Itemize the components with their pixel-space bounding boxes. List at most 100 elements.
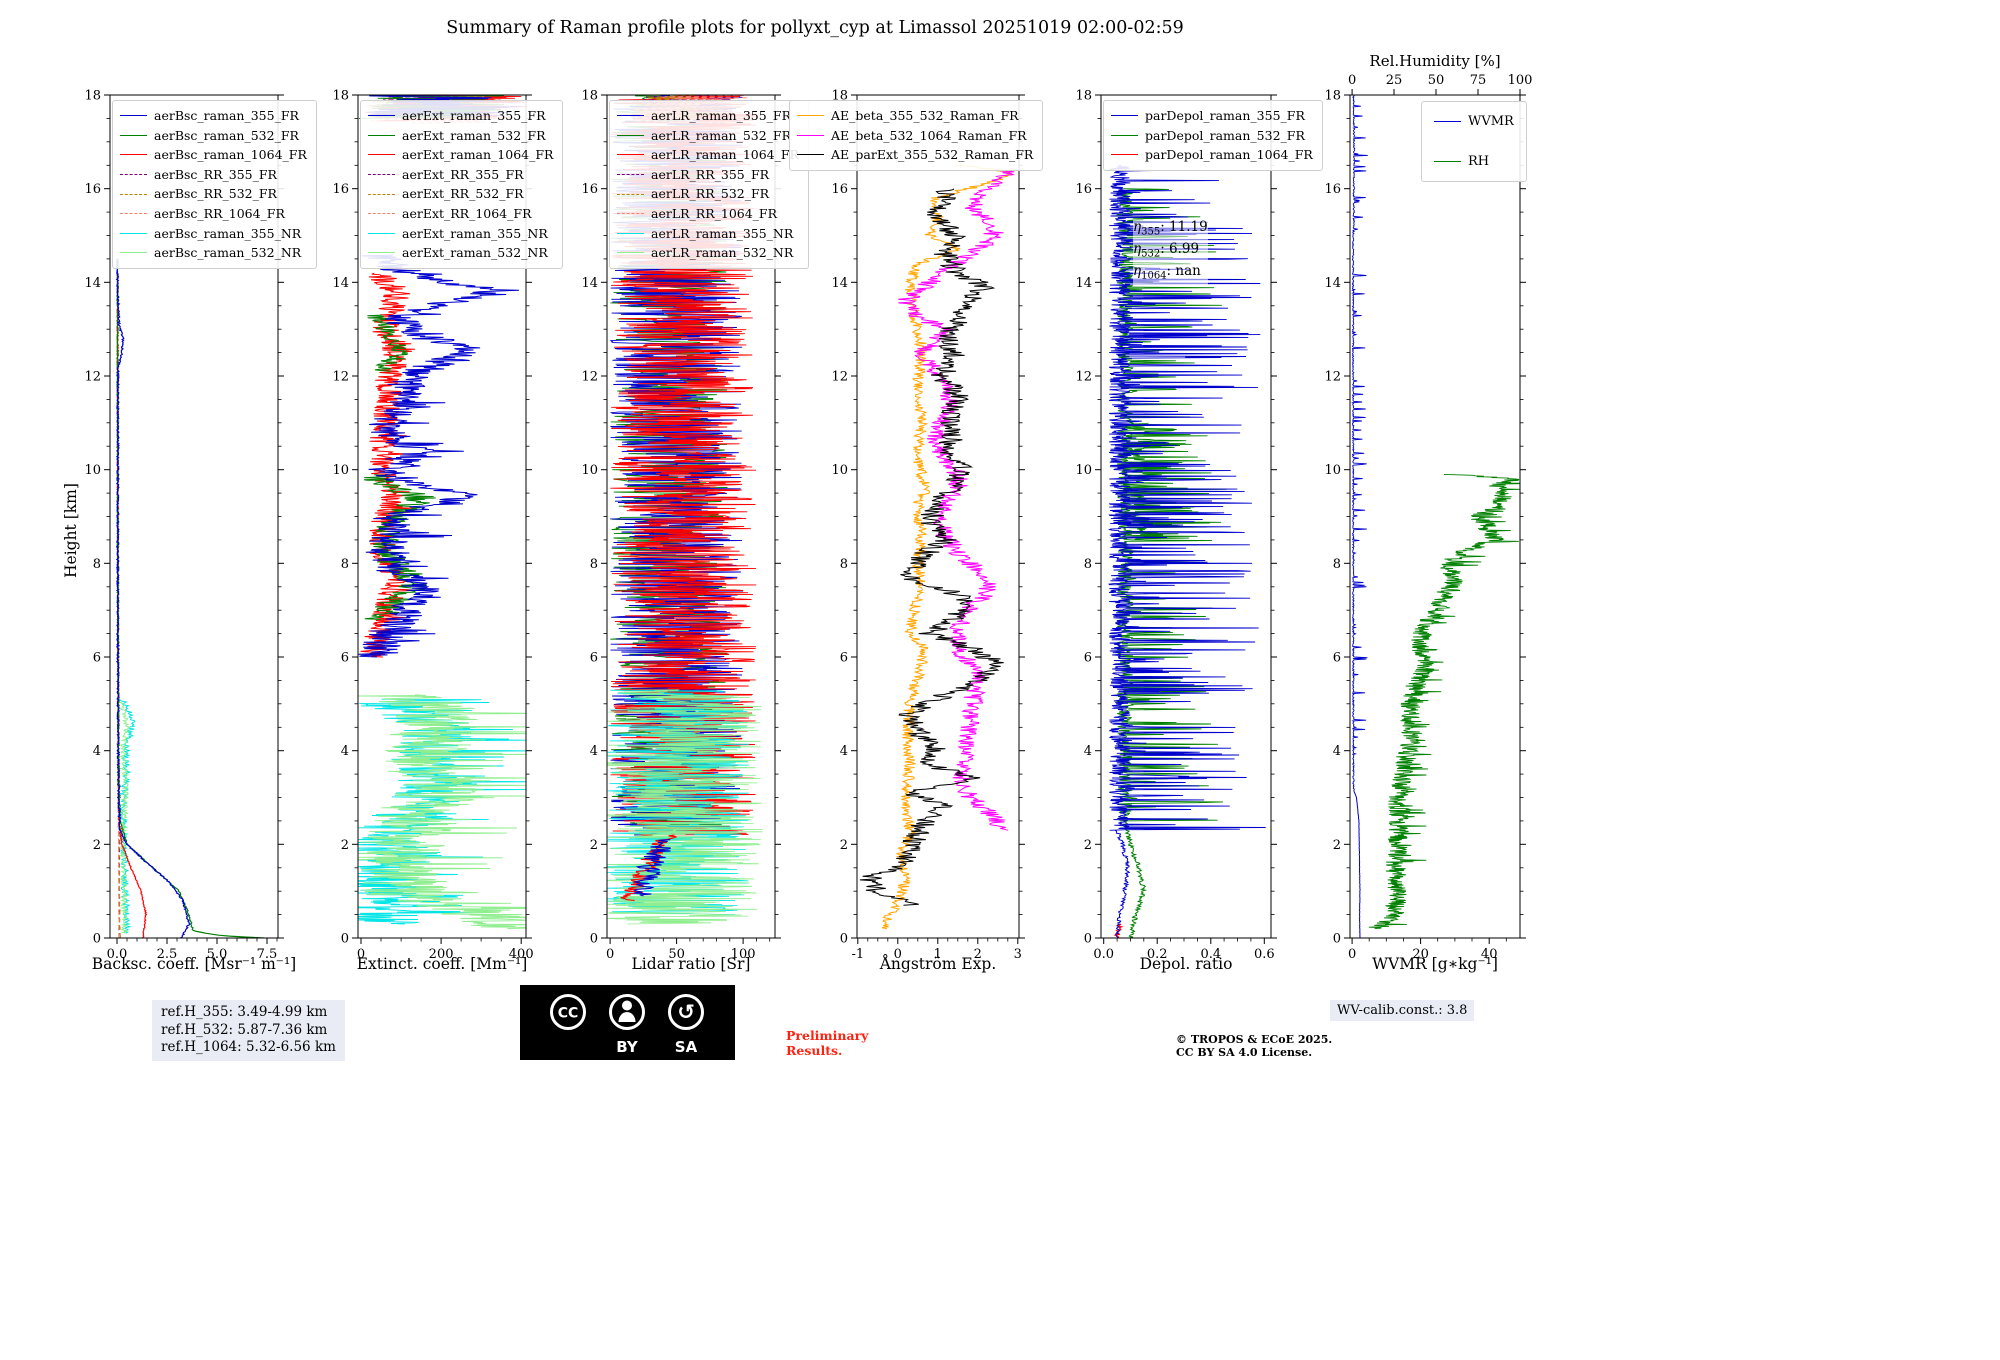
- legend-label: aerBsc_raman_532_NR: [154, 245, 302, 261]
- angstroem-legend: AE_beta_355_532_Raman_FR AE_beta_532_1064…: [789, 100, 1044, 171]
- legend-label: AE_beta_355_532_Raman_FR: [831, 108, 1019, 123]
- depol-legend: parDepol_raman_355_FR parDepol_raman_532_…: [1103, 100, 1323, 171]
- svg-text:2: 2: [341, 838, 349, 853]
- svg-text:0.2: 0.2: [1147, 947, 1168, 962]
- lidar-ratio-legend: aerLR_raman_355_FR aerLR_raman_532_FR aerL…: [609, 100, 809, 269]
- extinction-legend: aerExt_raman_355_FR aerExt_raman_532_FR ae…: [360, 100, 564, 269]
- svg-text:1: 1: [934, 947, 942, 962]
- legend-item: aerLR_RR_532_FR: [617, 184, 799, 204]
- legend-line-sample: [120, 252, 147, 254]
- legend-line-sample: [797, 115, 824, 117]
- ref-h-355: ref.H_355: 3.49-4.99 km: [161, 1004, 328, 1020]
- svg-text:75: 75: [1470, 73, 1487, 88]
- svg-text:12: 12: [84, 370, 101, 385]
- legend-line-sample: [617, 193, 644, 195]
- eta-annotation-line: η355: 11.19: [1133, 219, 1208, 238]
- legend-label: aerExt_RR_532_FR: [402, 186, 524, 202]
- svg-text:10: 10: [332, 463, 349, 478]
- legend-line-sample: [617, 213, 644, 215]
- svg-text:14: 14: [831, 276, 848, 291]
- legend-label: parDepol_raman_355_FR: [1145, 108, 1305, 123]
- legend-label: aerLR_RR_355_FR: [651, 166, 770, 182]
- svg-text:4: 4: [93, 744, 101, 759]
- legend-item: RH: [1434, 152, 1514, 172]
- svg-text:2: 2: [1333, 838, 1341, 853]
- legend-item: aerExt_raman_532_NR: [368, 243, 553, 263]
- svg-text:0: 0: [1348, 947, 1356, 962]
- legend-label: aerBsc_raman_355_NR: [154, 225, 302, 241]
- svg-text:14: 14: [1324, 276, 1341, 291]
- backscatter-plot: 0 2 4 6 8 10 12 14 16 18 0.0 2.5 5.0 7.5: [84, 89, 284, 962]
- svg-text:16: 16: [84, 182, 101, 197]
- xlabel-backscatter: Backsc. coeff. [Msr⁻¹ m⁻¹]: [91, 955, 297, 973]
- legend-label: aerLR_raman_532_FR: [651, 127, 792, 143]
- cc-icon-text: CC: [558, 1006, 579, 1022]
- svg-text:2: 2: [590, 838, 598, 853]
- svg-text:8: 8: [1333, 557, 1341, 572]
- cc-by-label: BY: [616, 1038, 639, 1056]
- person-icon: [609, 994, 645, 1030]
- lidar-ratio-plot: 0 2 4 6 8 10 12 14 16 18 0 50 100: [581, 89, 781, 962]
- svg-text:20: 20: [1412, 947, 1429, 962]
- svg-text:16: 16: [831, 182, 848, 197]
- svg-text:10: 10: [1075, 463, 1092, 478]
- legend-item: aerBsc_raman_1064_FR: [120, 145, 307, 165]
- legend-item: aerBsc_RR_1064_FR: [120, 204, 307, 224]
- legend-item: AE_parExt_355_532_Raman_FR: [797, 145, 1033, 165]
- depol-plot: 0 2 4 6 8 10 12 14 16 18 0.0 0.2 0.4 0.6: [1075, 89, 1277, 962]
- legend-line-sample: [120, 134, 147, 136]
- svg-text:0: 0: [341, 932, 349, 947]
- svg-text:6: 6: [341, 651, 349, 666]
- svg-text:16: 16: [1324, 182, 1341, 197]
- svg-text:0.6: 0.6: [1254, 947, 1275, 962]
- svg-text:0.0: 0.0: [1093, 947, 1114, 962]
- svg-text:4: 4: [1333, 744, 1341, 759]
- panel-wvmr: 0 2 4 6 8 10 12 14 16 18 0 20 40 0 25 50 75 100: [1295, 65, 1550, 992]
- legend-line-sample: [1111, 134, 1138, 136]
- copyright-note: © TROPOS & ECoE 2025. CC BY SA 4.0 Licen…: [1176, 1033, 1333, 1059]
- legend-line-sample: [1111, 115, 1138, 117]
- svg-text:14: 14: [84, 276, 101, 291]
- svg-text:50: 50: [1428, 73, 1445, 88]
- legend-label: aerLR_RR_532_FR: [651, 186, 770, 202]
- svg-text:4: 4: [341, 744, 349, 759]
- eta-annotation-line: η532: 6.99: [1133, 241, 1200, 260]
- legend-label: parDepol_raman_1064_FR: [1145, 147, 1313, 163]
- svg-text:4: 4: [840, 744, 848, 759]
- reference-height-box: ref.H_355: 3.49-4.99 km ref.H_532: 5.87-…: [152, 1000, 345, 1061]
- svg-text:6: 6: [1333, 651, 1341, 666]
- extinction-plot: 0 2 4 6 8 10 12 14 16 18 0 200 400: [332, 89, 533, 963]
- svg-text:3: 3: [1014, 947, 1022, 962]
- legend-item: aerLR_raman_1064_FR: [617, 145, 799, 165]
- ref-h-1064: ref.H_1064: 5.32-6.56 km: [161, 1039, 336, 1055]
- svg-text:0: 0: [1084, 932, 1092, 947]
- legend-line-sample: [368, 115, 395, 117]
- legend-item: aerBsc_raman_355_NR: [120, 224, 307, 244]
- svg-text:14: 14: [1075, 276, 1092, 291]
- legend-item: aerLR_RR_355_FR: [617, 165, 799, 185]
- legend-item: aerLR_raman_532_NR: [617, 243, 799, 263]
- svg-text:2: 2: [93, 838, 101, 853]
- svg-text:0: 0: [894, 947, 902, 962]
- xlabel-lidar-ratio: Lidar ratio [Sr]: [631, 955, 751, 973]
- svg-text:40: 40: [1481, 947, 1498, 962]
- legend-line-sample: [797, 134, 824, 136]
- legend-label: aerBsc_raman_355_FR: [154, 108, 299, 123]
- svg-text:2: 2: [974, 947, 982, 962]
- svg-text:7.5: 7.5: [257, 947, 278, 962]
- figure-title: Summary of Raman profile plots for polly…: [446, 18, 1184, 38]
- svg-text:12: 12: [1324, 370, 1341, 385]
- svg-text:0: 0: [606, 947, 614, 962]
- legend-item: aerExt_RR_532_FR: [368, 184, 553, 204]
- legend-label: aerExt_raman_355_FR: [402, 108, 546, 123]
- legend-item: parDepol_raman_1064_FR: [1111, 145, 1313, 165]
- xlabel-angstroem: Ångström Exp.: [879, 955, 997, 973]
- legend-label: aerLR_raman_1064_FR: [651, 147, 799, 163]
- svg-text:8: 8: [590, 557, 598, 572]
- legend-item: aerBsc_raman_532_NR: [120, 243, 307, 263]
- svg-text:0.4: 0.4: [1200, 947, 1221, 962]
- legend-item: aerExt_raman_1064_FR: [368, 145, 553, 165]
- svg-text:18: 18: [1324, 89, 1341, 104]
- svg-text:10: 10: [831, 463, 848, 478]
